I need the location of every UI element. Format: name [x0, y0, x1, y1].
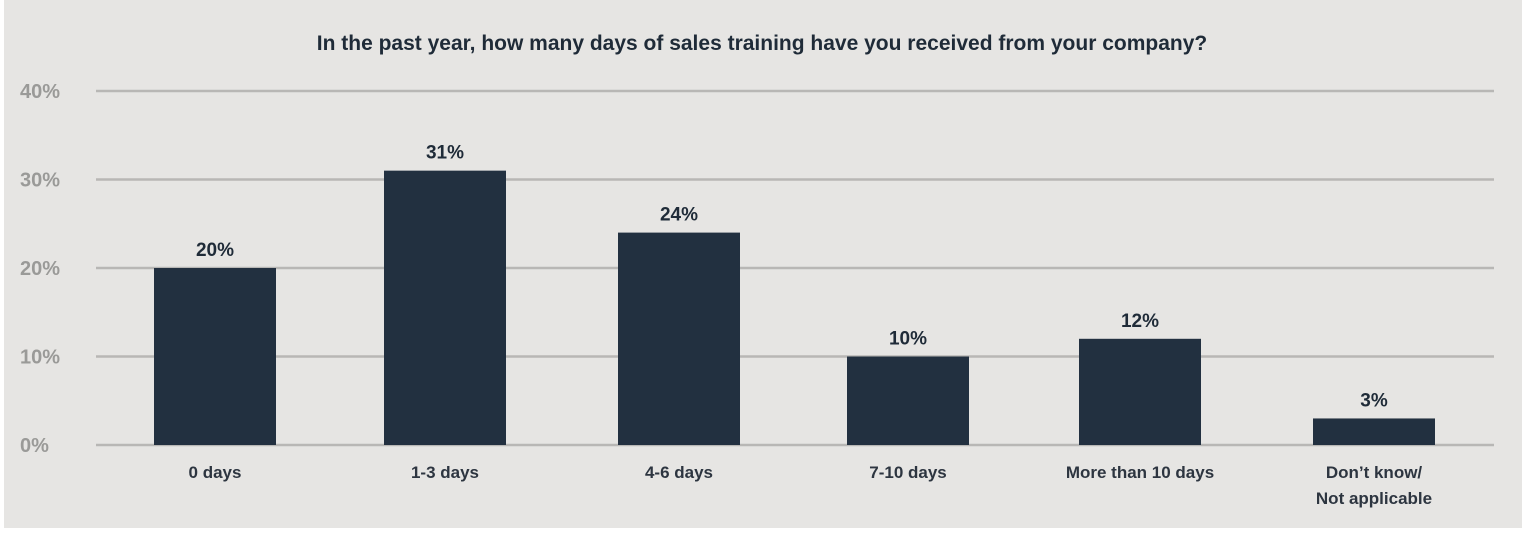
x-tick-label: Not applicable [1316, 489, 1432, 508]
x-tick-label: More than 10 days [1066, 463, 1214, 482]
bars [154, 170, 1435, 445]
bar [384, 170, 506, 445]
bar [847, 356, 969, 445]
x-tick-label: 4-6 days [645, 463, 713, 482]
data-label: 24% [660, 205, 698, 226]
x-tick-label: 0 days [189, 463, 242, 482]
y-tick-label: 30% [20, 170, 60, 192]
gridlines: 0% 10% 20% 30% 40% [20, 81, 1494, 457]
bar [1079, 338, 1201, 445]
y-tick-label: 40% [20, 81, 60, 103]
data-label: 12% [1121, 311, 1159, 332]
data-label: 3% [1360, 390, 1388, 411]
data-label: 31% [426, 143, 464, 164]
data-label: 10% [889, 329, 927, 350]
y-tick-label: 10% [20, 347, 60, 369]
y-tick-label: 0% [20, 435, 49, 457]
data-label: 20% [196, 240, 234, 261]
x-tick-label: 1-3 days [411, 463, 479, 482]
bar [618, 232, 740, 445]
x-axis-ticks: 0 days 1-3 days 4-6 days 7-10 days More than… [189, 463, 1433, 508]
bar [1313, 418, 1435, 445]
x-tick-label: 7-10 days [869, 463, 947, 482]
chart-title: In the past year, how many days of sales… [316, 32, 1208, 55]
x-tick-label: Don’t know/ [1326, 463, 1423, 482]
data-labels: 20% 31% 24% 10% 12% 3% [196, 143, 1388, 412]
y-tick-label: 20% [20, 258, 60, 280]
bar [154, 268, 276, 445]
